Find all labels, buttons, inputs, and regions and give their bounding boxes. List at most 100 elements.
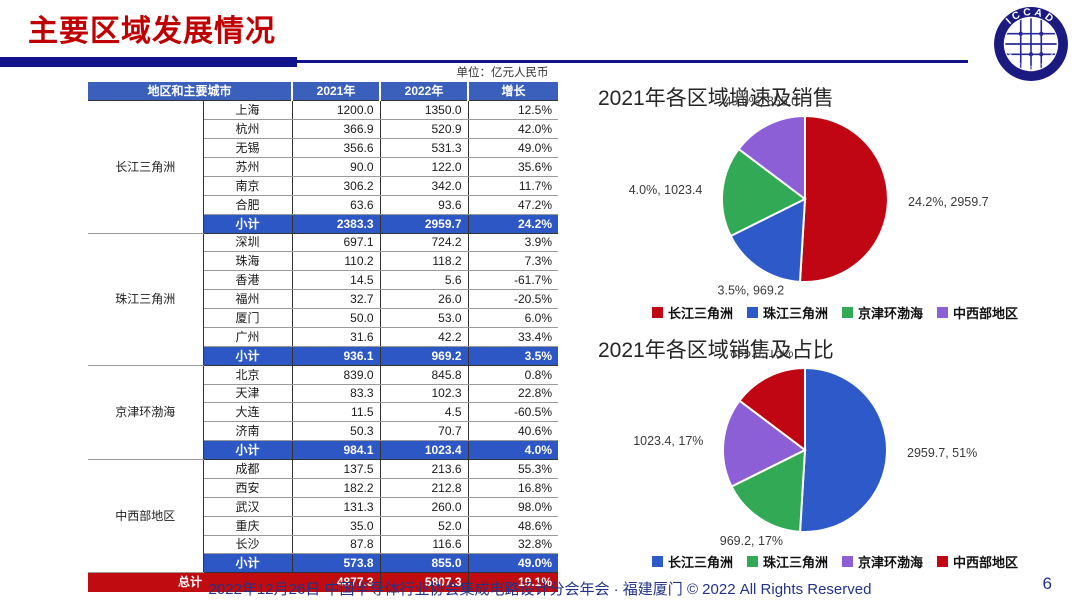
iccad-logo: ICCAD 中国半导体行业协会集成电路设计分会 — [994, 7, 1068, 81]
col-header-region-city: 地区和主要城市 — [88, 82, 293, 102]
legend-label: 中西部地区 — [953, 555, 1019, 570]
city-cell: 成都 — [203, 459, 293, 479]
logo-grid-dots — [1018, 31, 1044, 57]
legend-label: 珠江三角洲 — [762, 555, 828, 570]
legend-swatch-icon — [842, 556, 853, 567]
table-row: 合肥 63.6 93.6 47.2% — [88, 195, 559, 215]
table-row: 长江三角洲 上海 1200.0 1350.0 12.5% — [88, 100, 559, 234]
city-cell: 北京 — [203, 365, 293, 385]
legend-label: 中西部地区 — [953, 306, 1019, 321]
legend-swatch-icon — [937, 556, 949, 567]
col-header-0: 2021年 — [291, 82, 381, 102]
title-underline-thick — [0, 57, 297, 67]
col-header-1: 2022年 — [379, 82, 469, 102]
pie-slice-label: 969.2, 17% — [720, 534, 783, 548]
subtotal-row: 小计 936.1 969.2 3.5% — [88, 346, 559, 366]
city-cell: 厦门 — [203, 308, 293, 328]
pie-slice-珠江三角洲 — [730, 448, 807, 533]
chart2-legend: 长江三角洲 珠江三角洲 京津环渤海 中西部地区 — [590, 552, 1080, 571]
table-row: 无锡 356.6 531.3 49.0% — [88, 138, 559, 158]
legend-item-中西部地区: 中西部地区 — [937, 303, 1018, 322]
unit-label: 单位：亿元人民币 — [456, 67, 549, 79]
subtotal-row: 小计 573.8 855.0 49.0% — [88, 553, 559, 574]
city-cell: 长沙 — [203, 535, 293, 555]
legend-item-京津环渤海: 京津环渤海 — [842, 303, 923, 322]
legend-label: 京津环渤海 — [858, 306, 924, 321]
page-title: 主要区域发展情况 — [28, 15, 276, 48]
table-row: 西安 182.2 212.8 16.8% — [88, 478, 559, 498]
table-row: 厦门 50.0 53.0 6.0% — [88, 308, 559, 328]
region-cell: 京津环渤海 — [88, 365, 204, 461]
legend-item-京津环渤海: 京津环渤海 — [842, 552, 923, 571]
pie-slice-label: 3.5%, 969.2 — [718, 284, 785, 298]
city-cell: 深圳 — [203, 233, 293, 253]
table-row: 武汉 131.3 260.0 98.0% — [88, 497, 559, 517]
col-header-2: 增长 — [467, 82, 559, 102]
region-cell: 中西部地区 — [88, 459, 204, 574]
city-cell: 福州 — [203, 289, 293, 309]
legend-swatch-icon — [842, 307, 853, 318]
table-row: 济南 50.3 70.7 40.6% — [88, 421, 559, 442]
city-cell: 天津 — [203, 384, 293, 404]
pie-slice-label: 4.0%, 1023.4 — [629, 183, 703, 197]
table-row: 长沙 87.8 116.6 32.8% — [88, 535, 559, 555]
table-row: 广州 31.6 42.2 33.4% — [88, 327, 559, 347]
pie-slice-中西部地区 — [737, 114, 806, 202]
city-cell: 广州 — [203, 327, 293, 347]
legend-item-长江三角洲: 长江三角洲 — [651, 552, 733, 571]
city-cell: 苏州 — [203, 157, 293, 177]
city-cell: 西安 — [203, 478, 293, 498]
pie-chart-sales-and-share: 2959.7, 51% 969.2, 17% 1023.4, 17% 855.0, 1… — [633, 350, 977, 548]
city-cell: 杭州 — [203, 119, 293, 140]
total-row: 总计 4877.3 5807.3 19.1% — [88, 572, 559, 592]
legend-swatch-icon — [651, 556, 663, 567]
city-cell: 香港 — [203, 270, 293, 291]
region-cell: 长江三角洲 — [88, 100, 204, 234]
legend-item-珠江三角洲: 珠江三角洲 — [746, 552, 828, 571]
legend-item-珠江三角洲: 珠江三角洲 — [746, 303, 828, 322]
city-cell: 珠海 — [203, 251, 293, 272]
subtotal-row: 小计 2383.3 2959.7 24.2% — [88, 214, 559, 234]
pie-slice-label: 855.0, 15% — [730, 350, 793, 360]
city-cell: 武汉 — [203, 497, 293, 517]
pie-slice-京津环渤海 — [722, 399, 807, 488]
table-row: 重庆 35.0 52.0 48.6% — [88, 516, 559, 536]
pie-slice-label: 24.2%, 2959.7 — [908, 195, 989, 209]
region-cell: 珠江三角洲 — [88, 233, 204, 366]
region-sales-table: 地区和主要城市 2021年 2022年 增长 长江三角洲 上海 1200.0 1350.0 12… — [88, 82, 559, 592]
pie-slice-长江三角洲 — [798, 366, 888, 533]
legend-swatch-icon — [746, 556, 758, 567]
city-cell: 上海 — [203, 100, 293, 121]
city-cell: 重庆 — [203, 516, 293, 536]
table-row: 珠海 110.2 118.2 7.3% — [88, 251, 559, 272]
table-row: 南京 306.2 342.0 11.7% — [88, 176, 559, 196]
pie-chart-growth-and-sales: 24.2%, 2959.7 3.5%, 969.2 4.0%, 1023.4 49.0… — [629, 95, 989, 298]
pie-slice-京津环渤海 — [721, 147, 807, 238]
legend-swatch-icon — [937, 307, 949, 318]
legend-label: 珠江三角洲 — [762, 306, 828, 321]
pie-slice-label: 2959.7, 51% — [907, 446, 977, 460]
table-row: 京津环渤海 北京 839.0 845.8 0.8% — [88, 365, 559, 461]
legend-swatch-icon — [651, 307, 663, 318]
pie-slice-长江三角洲 — [798, 114, 889, 283]
table-header-row: 地区和主要城市 2021年 2022年 增长 — [88, 82, 559, 102]
pie-slice-label: 49.0%, 855.0 — [724, 95, 798, 108]
pie-slice-label: 1023.4, 17% — [633, 434, 703, 448]
table-row: 杭州 366.9 520.9 42.0% — [88, 119, 559, 140]
pie-slice-中西部地区 — [738, 366, 806, 453]
city-cell: 无锡 — [203, 138, 293, 158]
legend-label: 京津环渤海 — [858, 555, 924, 570]
legend-swatch-icon — [746, 307, 758, 318]
chart1-legend: 长江三角洲 珠江三角洲 京津环渤海 中西部地区 — [590, 303, 1080, 322]
legend-item-中西部地区: 中西部地区 — [937, 552, 1018, 571]
city-cell: 大连 — [203, 402, 293, 423]
page-number: 6 — [1042, 574, 1052, 593]
chart1-title: 2021年各区域增速及销售 — [598, 87, 834, 110]
table-row: 苏州 90.0 122.0 35.6% — [88, 157, 559, 177]
legend-label: 长江三角洲 — [667, 555, 733, 570]
city-cell: 济南 — [203, 421, 293, 442]
legend-item-长江三角洲: 长江三角洲 — [651, 303, 733, 322]
table-row: 中西部地区 成都 137.5 213.6 55.3% — [88, 459, 559, 574]
title-underline-thin — [297, 60, 968, 63]
